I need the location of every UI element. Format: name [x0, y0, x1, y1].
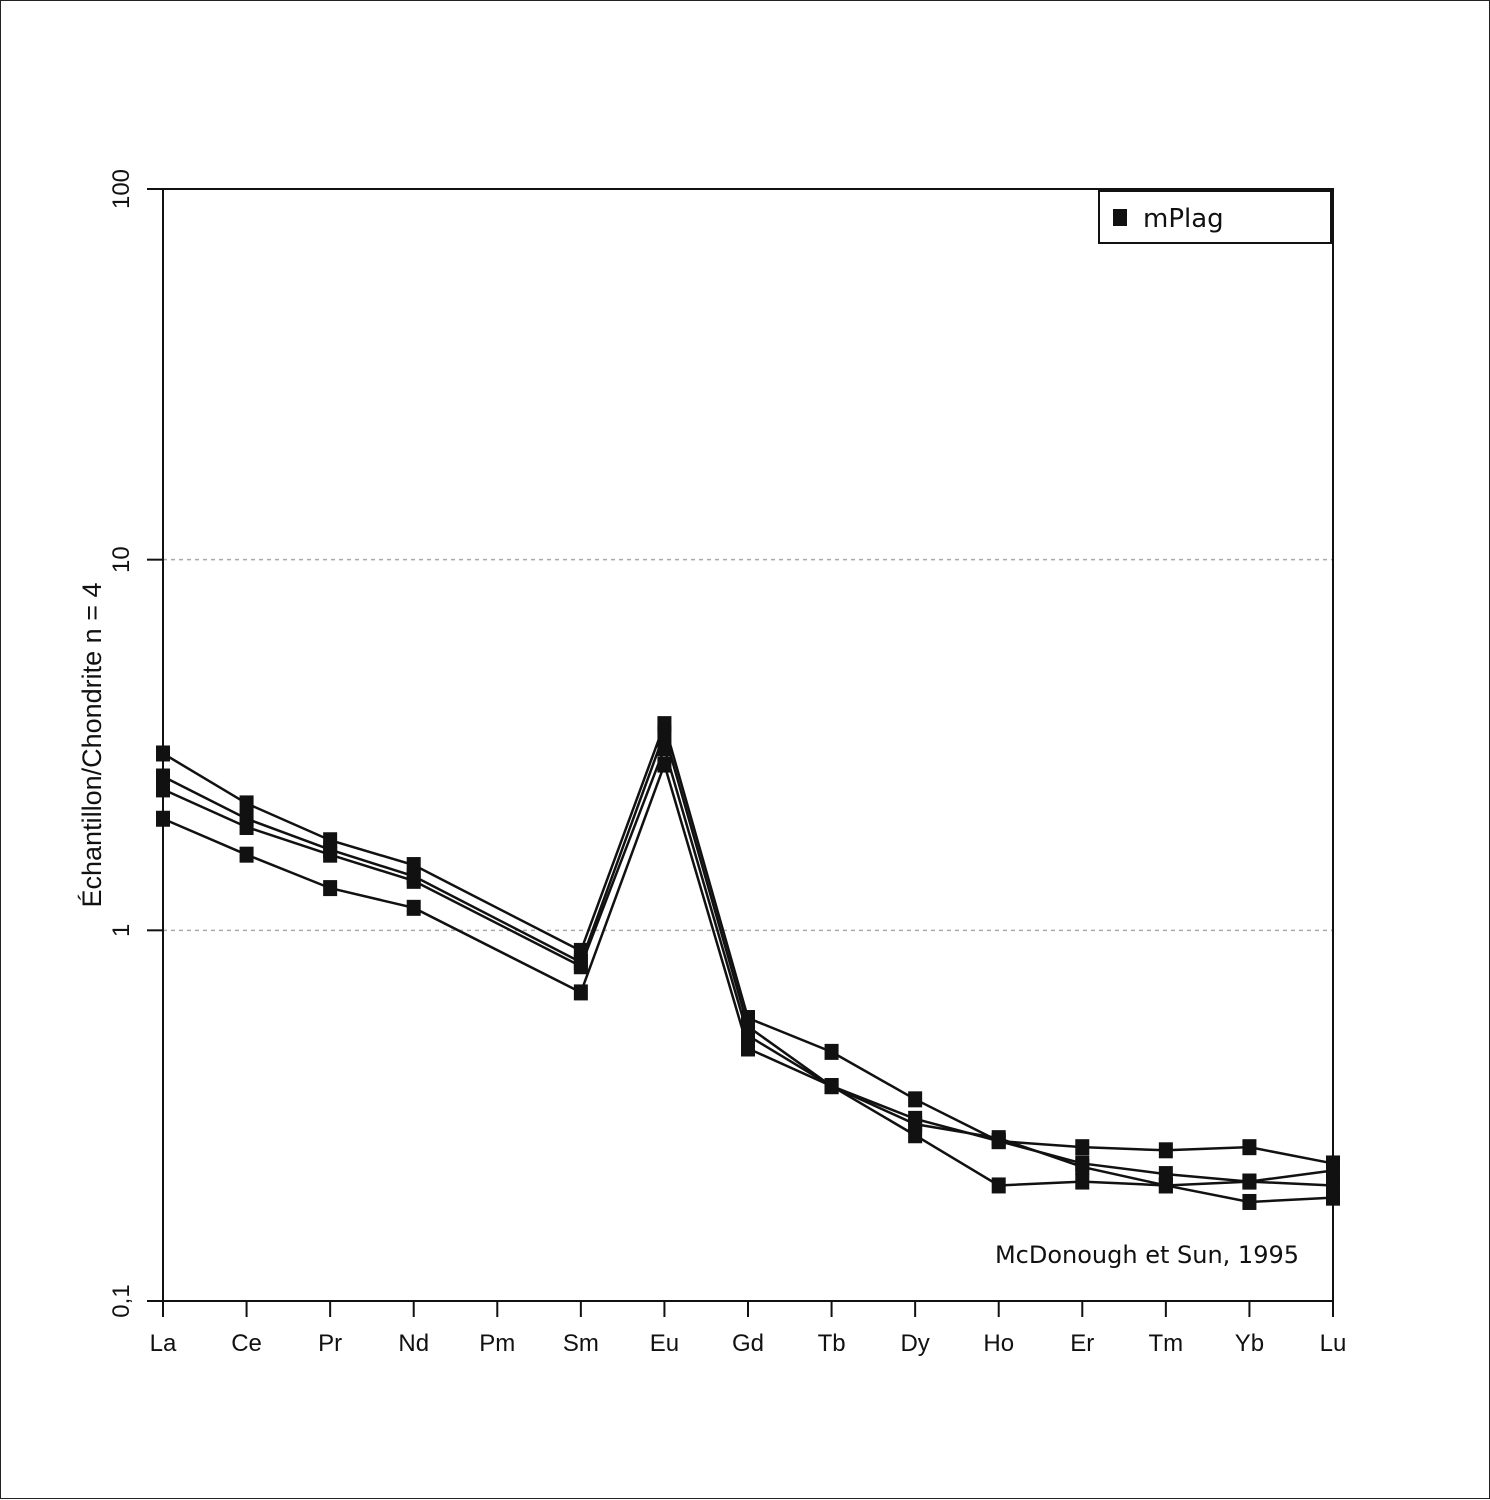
series-1-point-Tm: [1158, 1142, 1173, 1159]
x-tick-label-La: La: [150, 1330, 177, 1357]
series-2: [156, 725, 1340, 1190]
grid-layer: [163, 558, 1333, 932]
series-3-point-Ce: [239, 819, 254, 836]
series-2-point-Lu: [1326, 1162, 1340, 1179]
x-tick-label-Pm: Pm: [479, 1330, 515, 1357]
x-tick-label-Sm: Sm: [563, 1330, 599, 1357]
series-4-point-La: [156, 810, 170, 827]
series-3-point-Lu: [1326, 1189, 1340, 1206]
series-3-point-Er: [1075, 1158, 1090, 1175]
series-3-point-Yb: [1242, 1193, 1257, 1210]
legend: mPlag: [1098, 190, 1332, 244]
y-tick-label-0: 0,1: [108, 1284, 135, 1317]
series-1-line: [162, 720, 1334, 1165]
legend-box: [1098, 190, 1332, 244]
series-1-point-Dy: [908, 1091, 923, 1108]
series-2-point-Eu: [657, 725, 672, 742]
series-4-point-Eu: [657, 756, 672, 773]
series-3-line: [162, 744, 1334, 1204]
series-4-point-Gd: [741, 1040, 755, 1057]
series-1-point-Tb: [824, 1043, 839, 1060]
series-3-point-Sm: [573, 958, 588, 975]
plot-area-border: [162, 188, 1334, 1302]
x-tick-label-Yb: Yb: [1235, 1330, 1264, 1357]
series-4-point-Lu: [1326, 1177, 1340, 1194]
series-4-point-Yb: [1242, 1173, 1257, 1190]
x-tick-label-Nd: Nd: [398, 1330, 429, 1357]
x-tick-label-Tm: Tm: [1149, 1330, 1184, 1357]
x-tick-label-Ce: Ce: [231, 1330, 262, 1357]
legend-label: mPlag: [1143, 204, 1224, 234]
x-tick-label-Er: Er: [1070, 1330, 1094, 1357]
legend-marker: [1113, 209, 1127, 226]
series-4-point-Nd: [406, 899, 421, 916]
series-4: [156, 756, 1340, 1194]
series-1: [156, 716, 1340, 1172]
series-3: [156, 740, 1340, 1210]
x-tick-label-Tb: Tb: [818, 1330, 846, 1357]
series-1-point-La: [156, 745, 170, 762]
series-1-point-Er: [1075, 1139, 1090, 1156]
x-tick-label-Ho: Ho: [983, 1330, 1014, 1357]
y-tick-label-2: 10: [108, 546, 135, 573]
x-tick-label-Dy: Dy: [900, 1330, 929, 1357]
series-4-point-Sm: [573, 984, 588, 1001]
series-1-point-Yb: [1242, 1139, 1257, 1156]
y-tick-label-1: 1: [108, 924, 135, 937]
series-4-point-Ce: [239, 846, 254, 863]
x-tick-label-Eu: Eu: [650, 1330, 679, 1357]
series-4-point-Pr: [323, 880, 338, 897]
series-3-point-Eu: [657, 740, 672, 757]
series-2-point-La: [156, 768, 170, 785]
x-tick-label-Lu: Lu: [1320, 1330, 1347, 1357]
axis-layer: 0,1 1 10 100 La Ce Pr Nd Pm Sm Eu Gd Tb Dy Ho Er Tm Yb Lu: [108, 169, 1346, 1357]
x-tick-label-Gd: Gd: [732, 1330, 764, 1357]
y-axis-title: Échantillon/Chondrite n = 4: [77, 583, 107, 908]
series-2-line: [162, 729, 1334, 1183]
series-4-point-Er: [1075, 1173, 1090, 1190]
series-3-point-Ho: [991, 1130, 1006, 1147]
series-4-point-Dy: [908, 1127, 923, 1144]
series-3-point-Pr: [323, 846, 338, 863]
series-1-point-Ce: [239, 795, 254, 812]
series-layer: [156, 716, 1340, 1210]
series-4-point-Tb: [824, 1078, 839, 1095]
series-4-line: [162, 760, 1334, 1187]
reference-annotation: McDonough et Sun, 1995: [995, 1241, 1299, 1269]
series-4-point-Ho: [991, 1177, 1006, 1194]
series-3-point-La: [156, 781, 170, 798]
x-tick-label-Pr: Pr: [318, 1330, 342, 1357]
y-tick-label-3: 100: [108, 169, 135, 209]
series-3-point-Nd: [406, 872, 421, 889]
series-4-point-Tm: [1158, 1177, 1173, 1194]
